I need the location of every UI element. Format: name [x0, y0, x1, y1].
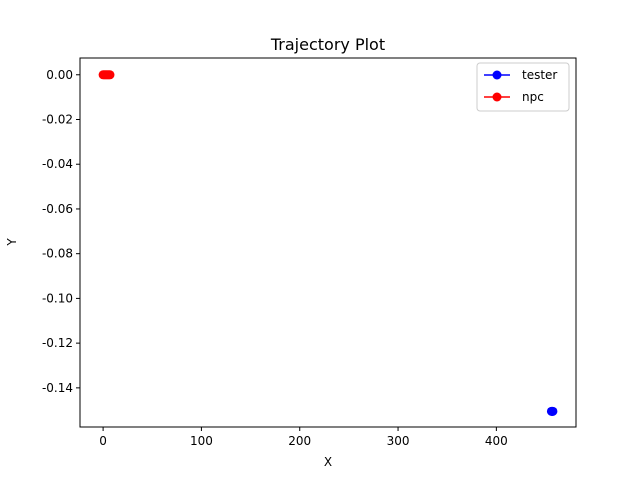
legend-label-tester: tester [522, 68, 557, 82]
series-layer [98, 70, 558, 416]
axes-frame [79, 57, 577, 428]
legend-marker-npc [492, 92, 502, 102]
y-tick-label: -0.04 [42, 157, 73, 171]
legend: tester npc [476, 62, 570, 112]
y-tick-label: -0.02 [42, 113, 73, 127]
x-tick-label: 300 [387, 434, 410, 448]
axes-background [80, 58, 576, 427]
y-tick-label: -0.14 [42, 381, 73, 395]
x-tick-label: 200 [288, 434, 311, 448]
point-npc [105, 70, 115, 80]
x-axis-ticks: 0 100 200 300 400 [99, 427, 508, 448]
y-tick-label: -0.10 [42, 291, 73, 305]
plot-area [80, 58, 576, 427]
legend-label-npc: npc [522, 90, 544, 104]
y-tick-label: -0.12 [42, 336, 73, 350]
y-tick-label: 0.00 [46, 68, 73, 82]
legend-marker-tester [492, 70, 502, 80]
x-tick-label: 400 [485, 434, 508, 448]
point-tester [548, 406, 558, 416]
x-tick-label: 0 [99, 434, 107, 448]
y-tick-label: -0.08 [42, 247, 73, 261]
y-axis-label: Y [5, 238, 19, 247]
x-tick-label: 100 [190, 434, 213, 448]
y-tick-label: -0.06 [42, 202, 73, 216]
y-axis-ticks: 0.00 -0.02 -0.04 -0.06 -0.08 -0.10 -0.12 -0.14 [42, 68, 80, 395]
chart-title: Trajectory Plot [270, 35, 385, 54]
x-axis-label: X [324, 455, 332, 469]
axes-border [79, 57, 577, 428]
